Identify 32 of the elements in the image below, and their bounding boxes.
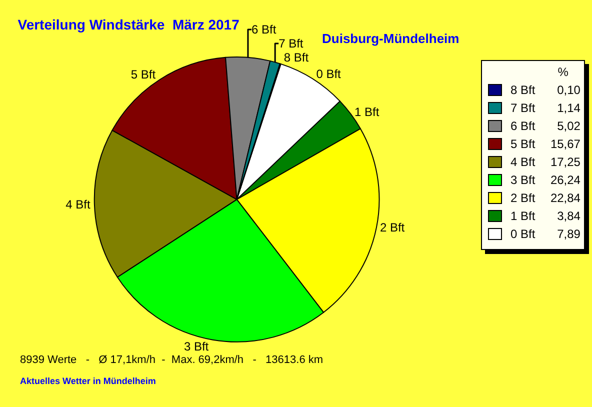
slice-label: 4 Bft [66,197,91,212]
slice-label: 6 Bft [251,22,277,36]
slice-label: 3 Bft [184,340,210,354]
data-label: 0,10 [556,83,580,97]
data-label: 3,84 [556,209,580,223]
legend-label: 7 Bft [510,101,536,115]
category-label: 8 Bft [284,50,309,64]
text: Aktuelles Wetter in Mündelheim [20,376,156,386]
data-label: 5,02 [556,119,580,133]
slice-label: 2 Bft [380,220,406,235]
legend-label: 6 Bft [510,119,536,133]
data-label: 15,67 [549,137,580,151]
legend-label: 5 Bft [510,137,536,151]
slice-label: 7 Bft [278,36,304,50]
legend-label: 1 Bft [510,209,536,223]
legend-label: 3 Bft [510,173,536,187]
slice-label: 5 Bft [130,68,156,82]
slice-label: 0 Bft [316,66,342,81]
text: 8939 Werte - Ø 17,1km/h - Max. 69,2km/h - 13613.6 km [20,354,324,366]
text: Duisburg-Mündelheim [322,31,460,46]
data-label: 17,25 [549,155,580,169]
data-label: 26,24 [549,173,580,187]
legend-label: 0 Bft [510,227,536,241]
data-label: 7,89 [556,227,580,241]
legend-label: 4 Bft [510,155,536,169]
chart-title: Verteilung Windstärke März 2017 [18,16,240,32]
data-label: 1,14 [556,101,580,115]
legend-label: 2 Bft [510,191,536,205]
legend-label: 8 Bft [510,83,536,97]
legend-title: % [556,65,570,81]
data-label: 22,84 [549,191,580,205]
slice-label: 1 Bft [354,104,380,119]
